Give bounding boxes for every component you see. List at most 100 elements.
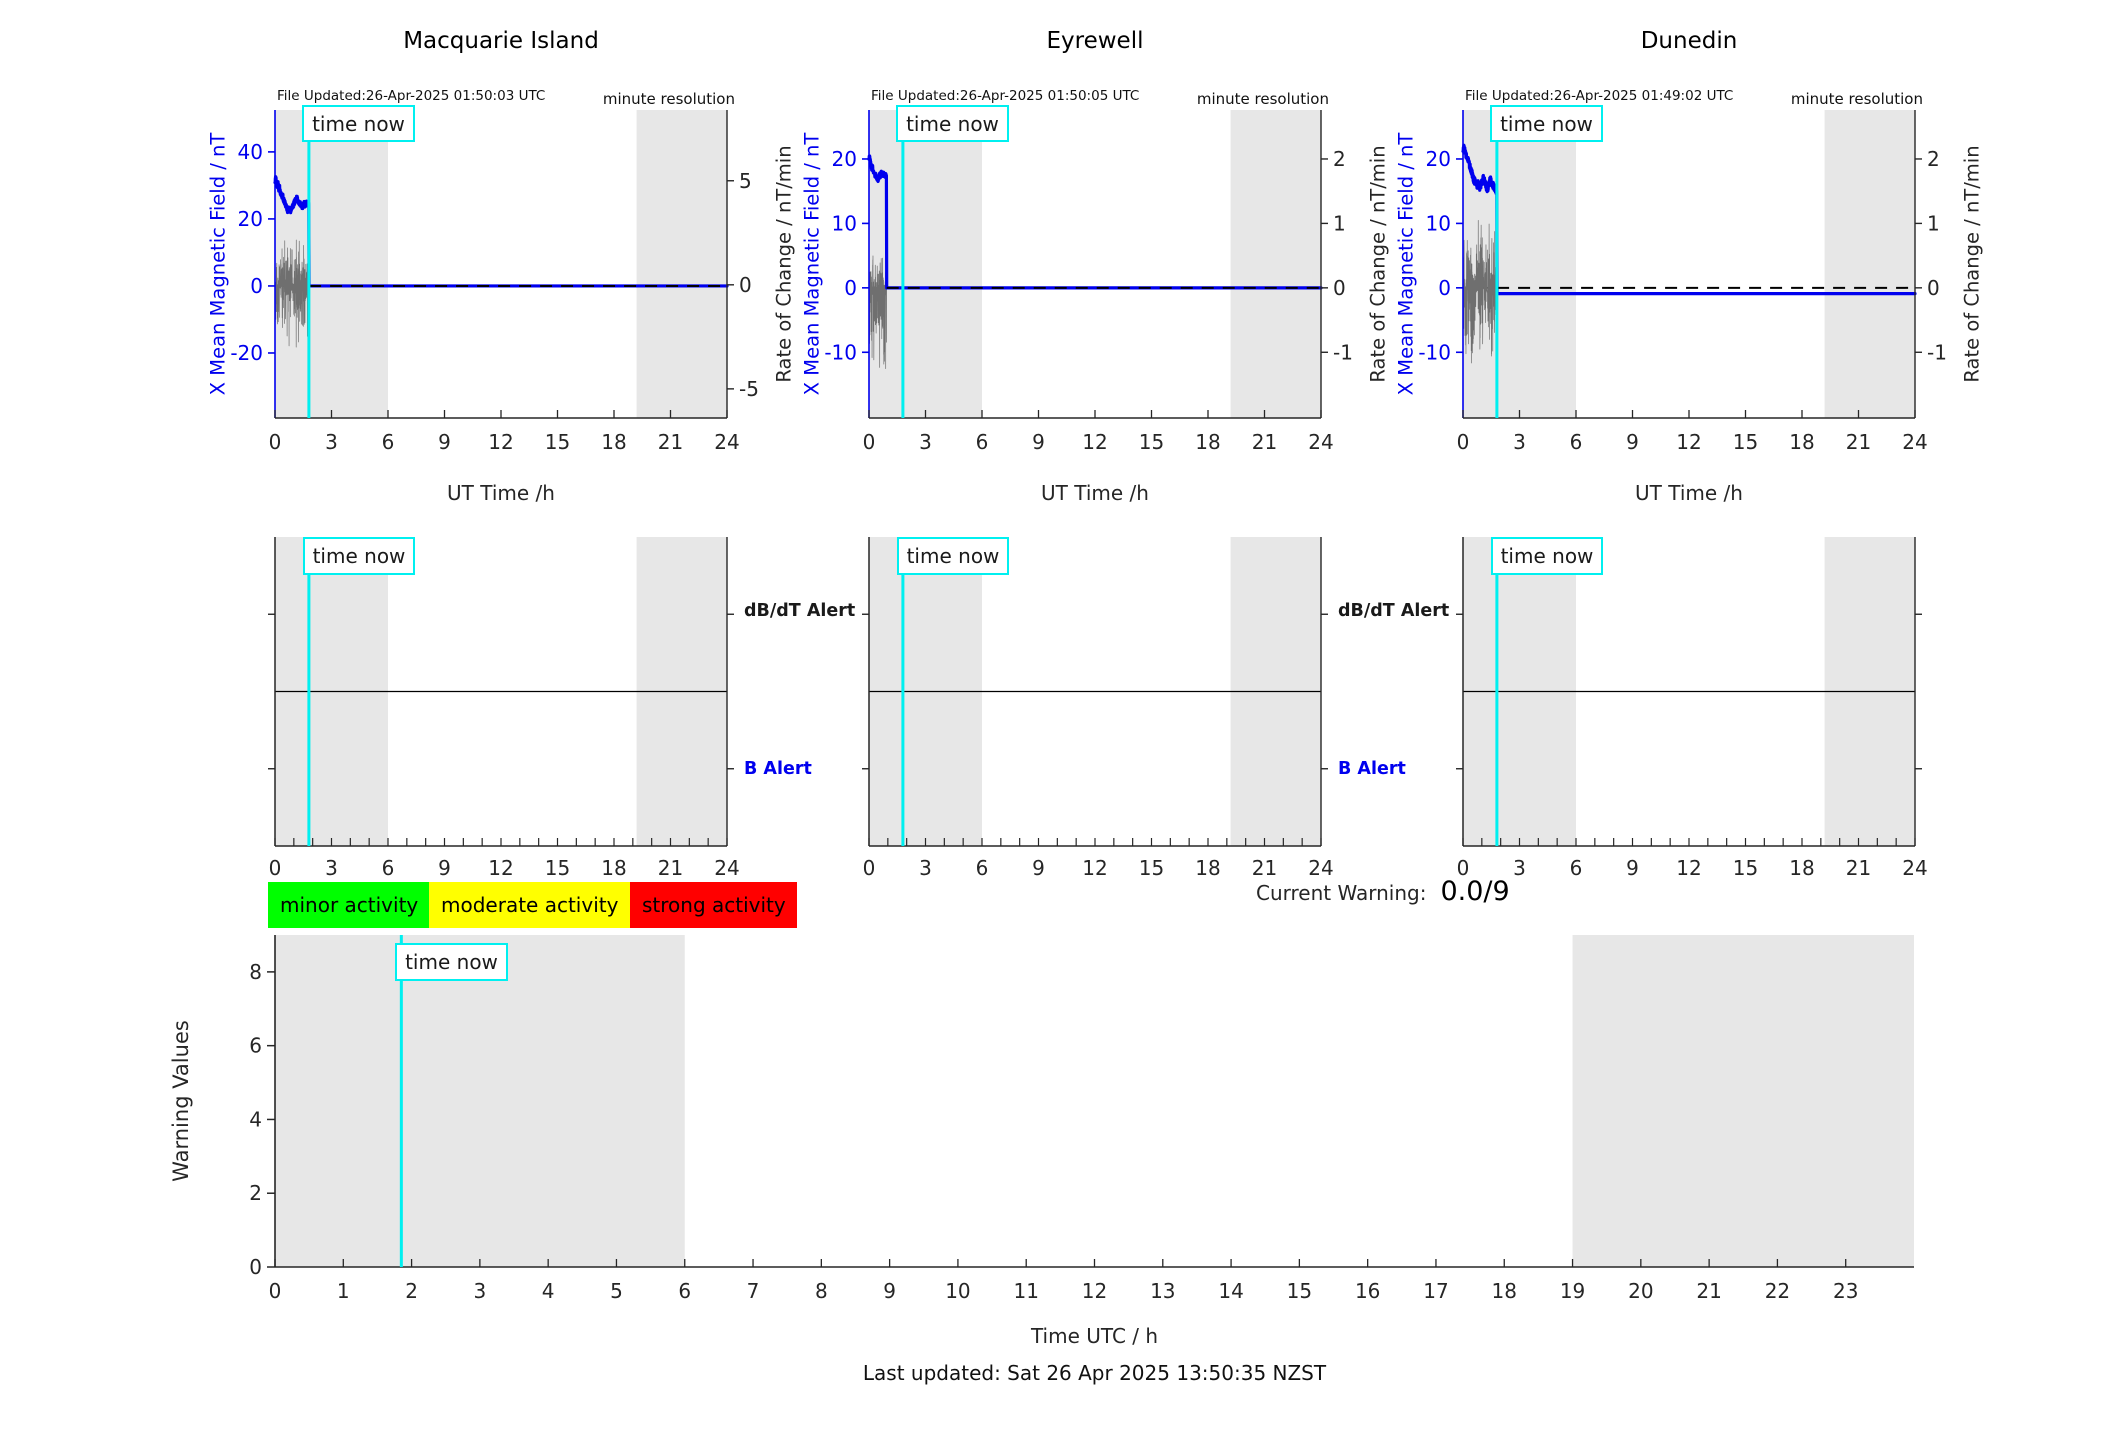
x-tick-label: 24 bbox=[714, 856, 739, 880]
left-tick-label: 10 bbox=[1426, 211, 1451, 235]
right-tick-label: -1 bbox=[1927, 340, 1947, 364]
x-tick-label: 0 bbox=[863, 430, 876, 454]
x-tick-label: 6 bbox=[678, 1279, 691, 1303]
x-tick-label: 21 bbox=[658, 430, 683, 454]
x-tick-label: 3 bbox=[325, 430, 338, 454]
x-tick-label: 22 bbox=[1765, 1279, 1790, 1303]
x-tick-label: 21 bbox=[1846, 856, 1871, 880]
x-tick-label: 3 bbox=[1513, 430, 1526, 454]
x-tick-label: 1 bbox=[337, 1279, 350, 1303]
x-tick-label: 21 bbox=[658, 856, 683, 880]
x-tick-label: 0 bbox=[269, 1279, 282, 1303]
x-tick-label: 4 bbox=[542, 1279, 555, 1303]
x-tick-label: 18 bbox=[601, 430, 626, 454]
x-tick-label: 9 bbox=[1626, 430, 1639, 454]
x-tick-label: 17 bbox=[1423, 1279, 1448, 1303]
x-tick-label: 9 bbox=[438, 430, 451, 454]
x-tick-label: 0 bbox=[269, 430, 282, 454]
x-tick-label: 12 bbox=[1676, 856, 1701, 880]
x-tick-label: 24 bbox=[1902, 856, 1927, 880]
left-tick-label: 20 bbox=[1426, 147, 1451, 171]
x-tick-label: 3 bbox=[919, 856, 932, 880]
x-tick-label: 21 bbox=[1252, 430, 1277, 454]
x-tick-label: 3 bbox=[474, 1279, 487, 1303]
x-tick-label: 18 bbox=[601, 856, 626, 880]
x-tick-label: 8 bbox=[815, 1279, 828, 1303]
x-tick-label: 0 bbox=[1457, 856, 1470, 880]
x-tick-label: 2 bbox=[405, 1279, 418, 1303]
left-tick-label: -20 bbox=[230, 341, 263, 365]
x-tick-label: 18 bbox=[1789, 856, 1814, 880]
magnetic-field-series bbox=[273, 175, 729, 288]
x-tick-label: 9 bbox=[1626, 856, 1639, 880]
right-tick-label: -5 bbox=[739, 377, 759, 401]
x-tick-label: 24 bbox=[1308, 856, 1333, 880]
left-tick-label: -10 bbox=[1418, 340, 1451, 364]
x-tick-label: 18 bbox=[1195, 430, 1220, 454]
x-tick-label: 9 bbox=[438, 856, 451, 880]
right-tick-label: 1 bbox=[1333, 211, 1346, 235]
left-tick-label: 20 bbox=[832, 147, 857, 171]
data-gap-band bbox=[1230, 110, 1321, 418]
x-tick-label: 6 bbox=[1570, 856, 1583, 880]
right-tick-label: 1 bbox=[1927, 211, 1940, 235]
x-tick-label: 21 bbox=[1696, 1279, 1721, 1303]
y-tick-label: 0 bbox=[249, 1255, 262, 1279]
x-tick-label: 10 bbox=[945, 1279, 970, 1303]
x-tick-label: 12 bbox=[1082, 1279, 1107, 1303]
data-gap-band bbox=[275, 935, 685, 1267]
magnetic-field-series bbox=[867, 154, 1323, 290]
x-tick-label: 18 bbox=[1789, 430, 1814, 454]
rate-of-change-noise bbox=[868, 255, 887, 369]
right-tick-label: 0 bbox=[739, 273, 752, 297]
left-tick-label: 0 bbox=[250, 274, 263, 298]
x-tick-label: 14 bbox=[1218, 1279, 1243, 1303]
x-tick-label: 15 bbox=[1733, 430, 1758, 454]
x-tick-label: 9 bbox=[883, 1279, 896, 1303]
right-tick-label: 5 bbox=[739, 169, 752, 193]
x-tick-label: 6 bbox=[382, 430, 395, 454]
x-tick-label: 24 bbox=[1902, 430, 1927, 454]
left-tick-label: 10 bbox=[832, 211, 857, 235]
y-tick-label: 2 bbox=[249, 1181, 262, 1205]
x-tick-label: 23 bbox=[1833, 1279, 1858, 1303]
x-tick-label: 15 bbox=[1139, 856, 1164, 880]
rate-of-change-noise bbox=[1462, 220, 1498, 364]
x-tick-label: 0 bbox=[269, 856, 282, 880]
y-tick-label: 4 bbox=[249, 1107, 262, 1131]
x-tick-label: 13 bbox=[1150, 1279, 1175, 1303]
x-tick-label: 12 bbox=[488, 856, 513, 880]
x-tick-label: 6 bbox=[976, 856, 989, 880]
right-tick-label: 2 bbox=[1927, 147, 1940, 171]
x-tick-label: 7 bbox=[747, 1279, 760, 1303]
x-tick-label: 18 bbox=[1195, 856, 1220, 880]
x-tick-label: 19 bbox=[1560, 1279, 1585, 1303]
x-tick-label: 12 bbox=[1082, 856, 1107, 880]
x-tick-label: 0 bbox=[1457, 430, 1470, 454]
x-tick-label: 6 bbox=[976, 430, 989, 454]
y-tick-label: 6 bbox=[249, 1034, 262, 1058]
left-tick-label: -10 bbox=[824, 340, 857, 364]
left-tick-label: 0 bbox=[844, 276, 857, 300]
rate-of-change-noise bbox=[274, 239, 310, 348]
x-tick-label: 5 bbox=[610, 1279, 623, 1303]
x-tick-label: 15 bbox=[1139, 430, 1164, 454]
x-tick-label: 12 bbox=[1082, 430, 1107, 454]
x-tick-label: 0 bbox=[863, 856, 876, 880]
x-tick-label: 12 bbox=[488, 430, 513, 454]
x-tick-label: 15 bbox=[1287, 1279, 1312, 1303]
left-tick-label: 40 bbox=[238, 140, 263, 164]
x-tick-label: 9 bbox=[1032, 856, 1045, 880]
x-tick-label: 18 bbox=[1492, 1279, 1517, 1303]
x-tick-label: 21 bbox=[1252, 856, 1277, 880]
x-tick-label: 3 bbox=[919, 430, 932, 454]
x-tick-label: 9 bbox=[1032, 430, 1045, 454]
x-tick-label: 15 bbox=[545, 856, 570, 880]
left-tick-label: 0 bbox=[1438, 276, 1451, 300]
magnetic-field-series bbox=[1461, 143, 1917, 296]
y-tick-label: 8 bbox=[249, 960, 262, 984]
x-tick-label: 15 bbox=[1733, 856, 1758, 880]
x-tick-label: 3 bbox=[1513, 856, 1526, 880]
